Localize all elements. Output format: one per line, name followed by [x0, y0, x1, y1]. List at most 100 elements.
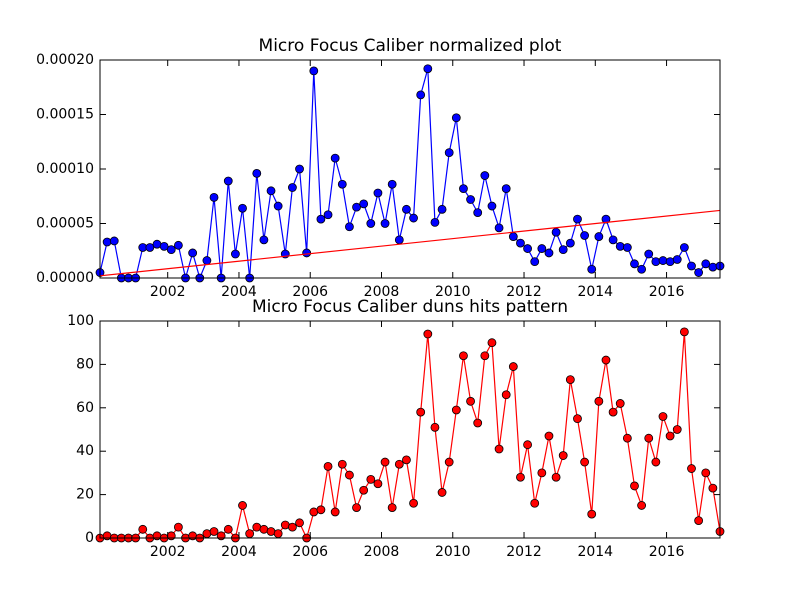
point — [231, 249, 240, 259]
point — [644, 433, 654, 443]
point — [501, 390, 511, 400]
point — [601, 214, 611, 224]
point — [359, 199, 369, 209]
point — [687, 261, 696, 271]
point — [523, 440, 532, 450]
x-tick-label: 2006 — [292, 544, 328, 560]
point — [444, 148, 454, 158]
point — [459, 184, 468, 194]
point — [402, 204, 411, 214]
point — [501, 184, 511, 194]
y-tick-label: 20 — [76, 487, 94, 503]
point — [352, 202, 361, 212]
point — [587, 509, 597, 519]
point — [466, 396, 475, 406]
point — [380, 219, 390, 228]
point — [295, 164, 304, 174]
point — [423, 64, 433, 74]
point — [516, 238, 525, 248]
point — [580, 231, 589, 240]
point — [658, 412, 668, 421]
point — [701, 259, 711, 269]
point — [558, 451, 568, 460]
point — [366, 219, 376, 228]
frame — [99, 320, 721, 539]
y-tick-label: 60 — [76, 400, 94, 416]
point — [330, 153, 340, 163]
point — [323, 461, 333, 471]
point — [173, 522, 183, 532]
point — [708, 483, 718, 493]
point — [394, 459, 404, 469]
point — [273, 201, 283, 211]
point — [259, 235, 269, 245]
point — [288, 522, 297, 532]
point — [544, 431, 554, 441]
point — [565, 375, 575, 384]
point — [551, 227, 561, 237]
y-tick-label: 0 — [85, 530, 94, 546]
y-tick-label: 40 — [76, 443, 94, 459]
point — [637, 264, 647, 274]
point — [608, 235, 618, 245]
point — [508, 362, 518, 371]
x-tick-label: 2008 — [364, 284, 400, 300]
point — [238, 203, 247, 213]
point — [530, 257, 540, 267]
point — [166, 531, 176, 541]
point — [651, 457, 661, 467]
point — [145, 243, 155, 252]
point — [423, 329, 433, 339]
point — [708, 262, 718, 272]
point — [487, 338, 497, 348]
point — [530, 498, 540, 508]
x-tick-label: 2010 — [435, 544, 471, 560]
point — [345, 470, 354, 480]
point — [245, 529, 255, 539]
y-tick-label: 0.00020 — [36, 52, 94, 68]
point — [309, 66, 319, 76]
point — [480, 351, 490, 361]
point — [701, 468, 711, 478]
point — [387, 503, 397, 513]
point — [380, 457, 390, 467]
point — [615, 241, 625, 251]
point — [430, 218, 440, 227]
x-tick-label: 2014 — [577, 544, 613, 560]
chart-title: Micro Focus Caliber normalized plot — [259, 36, 562, 56]
point — [494, 444, 504, 454]
trend-line — [99, 209, 721, 277]
point — [594, 232, 604, 241]
point — [109, 236, 119, 246]
point — [173, 240, 183, 250]
point — [608, 407, 618, 417]
point — [487, 201, 497, 211]
point — [252, 168, 262, 178]
point — [352, 503, 361, 513]
point — [223, 176, 233, 186]
point — [466, 195, 475, 204]
point — [544, 248, 554, 258]
point — [615, 399, 625, 408]
point — [473, 208, 483, 218]
point — [209, 527, 219, 536]
y-tick-label: 0.00005 — [36, 216, 94, 232]
chart-title: Micro Focus Caliber duns hits pattern — [252, 297, 568, 317]
point — [409, 213, 418, 223]
point — [273, 529, 283, 539]
point — [601, 355, 611, 365]
point — [622, 243, 632, 252]
point — [238, 501, 247, 510]
point — [537, 468, 547, 478]
point — [202, 256, 212, 265]
y-tick-label: 80 — [76, 356, 94, 372]
point — [209, 192, 219, 202]
point — [409, 498, 418, 508]
point — [316, 505, 326, 515]
point — [316, 214, 326, 224]
point — [565, 238, 575, 248]
point — [359, 485, 369, 495]
point — [166, 245, 176, 255]
point — [523, 244, 532, 253]
